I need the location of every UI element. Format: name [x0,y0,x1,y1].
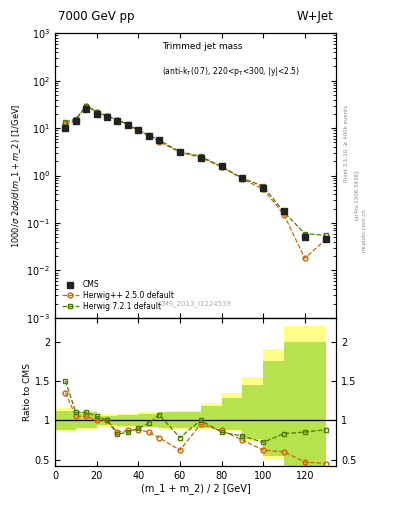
Text: [arXiv:1306.3438]: [arXiv:1306.3438] [354,169,359,220]
Text: mcplots.cern.ch: mcplots.cern.ch [362,208,367,252]
Y-axis label: Ratio to CMS: Ratio to CMS [23,363,32,421]
Text: Rivet 3.1.10, ≥ 400k events: Rivet 3.1.10, ≥ 400k events [344,105,349,182]
Text: W+Jet: W+Jet [296,10,333,24]
Legend: CMS, Herwig++ 2.5.0 default, Herwig 7.2.1 default: CMS, Herwig++ 2.5.0 default, Herwig 7.2.… [59,277,176,314]
Text: Trimmed jet mass: Trimmed jet mass [162,42,242,51]
Text: CMS_2013_I1224539: CMS_2013_I1224539 [159,300,232,307]
X-axis label: (m_1 + m_2) / 2 [GeV]: (m_1 + m_2) / 2 [GeV] [141,483,250,495]
Text: (anti-k$_\mathrm{T}$(0.7), 220<p$_\mathrm{T}$<300, |y|<2.5): (anti-k$_\mathrm{T}$(0.7), 220<p$_\mathr… [162,65,300,78]
Text: 7000 GeV pp: 7000 GeV pp [58,10,134,24]
Y-axis label: $1000/\sigma\ 2d\sigma/d(m\_1 + m\_2)\ [1/\mathrm{GeV}]$: $1000/\sigma\ 2d\sigma/d(m\_1 + m\_2)\ [… [11,103,24,248]
